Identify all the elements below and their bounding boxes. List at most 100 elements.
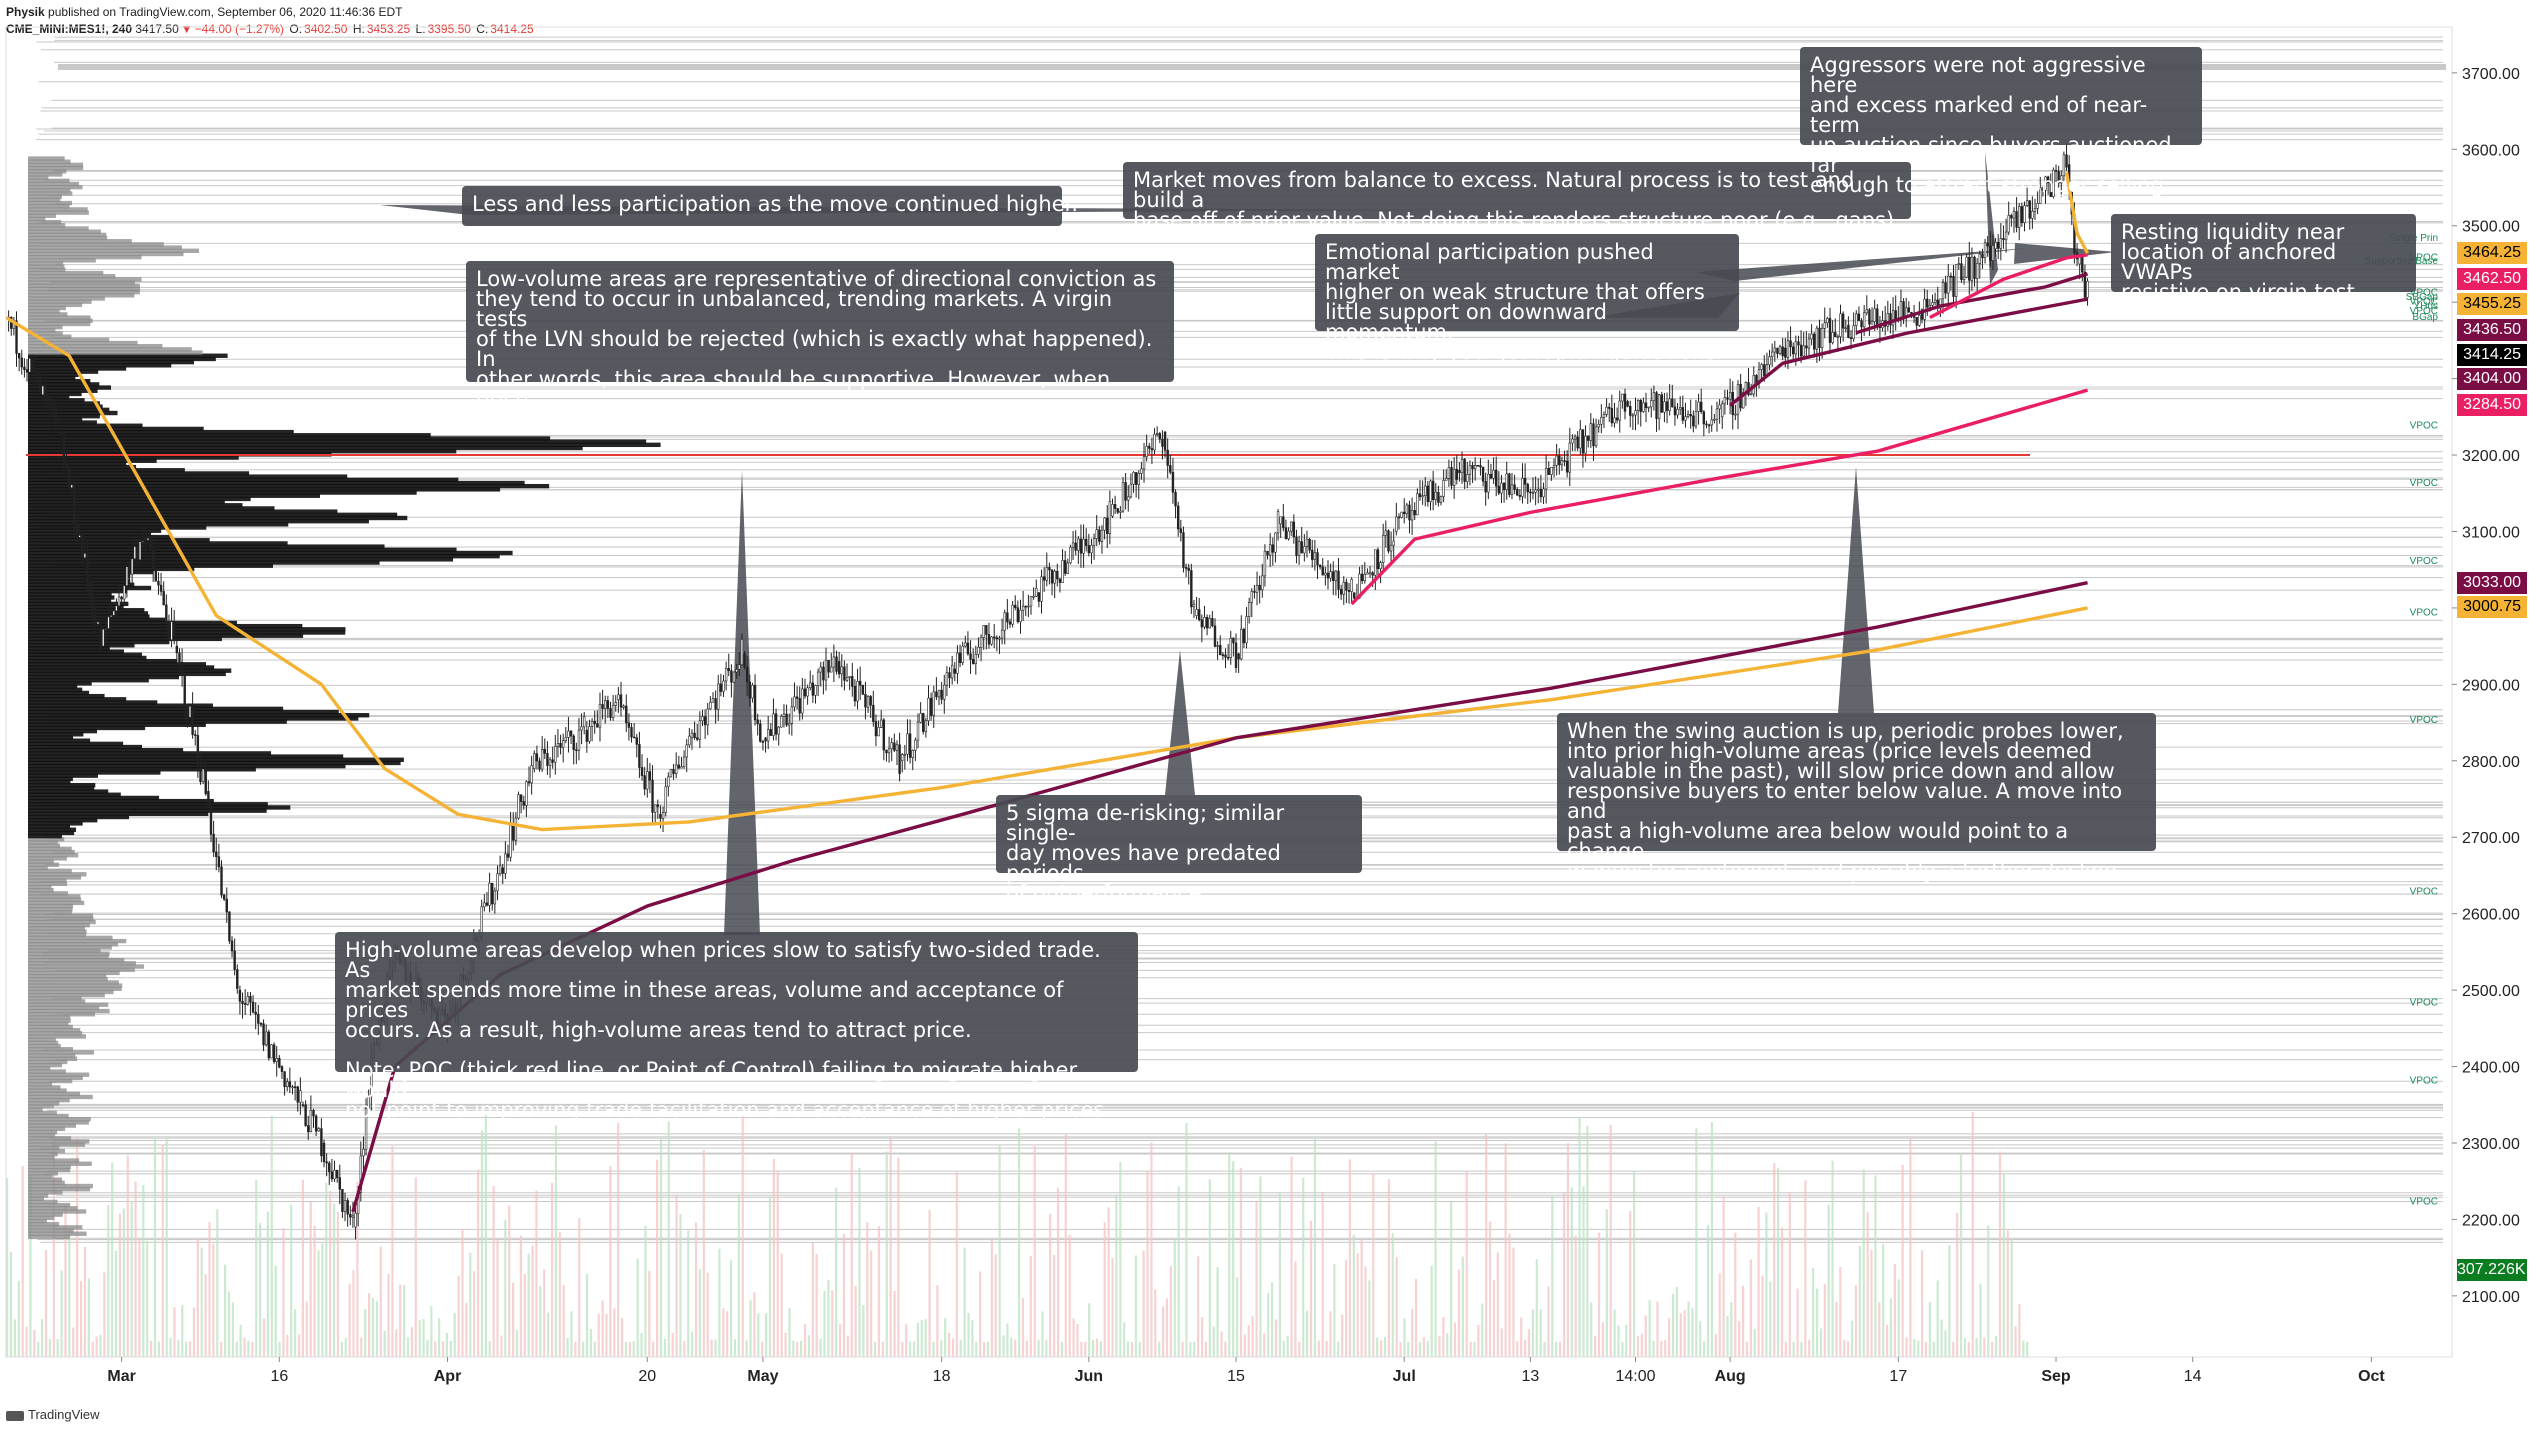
- volume-bar: [515, 1330, 519, 1357]
- candle-body: [1237, 653, 1240, 660]
- candle-body: [222, 894, 226, 900]
- volume-bar: [550, 1182, 554, 1357]
- candle-body: [322, 1142, 326, 1163]
- profile-bin: [28, 573, 131, 578]
- candle-body: [228, 911, 231, 942]
- profile-bin: [28, 1043, 61, 1049]
- candle-body: [78, 535, 81, 538]
- candle-body: [1650, 400, 1653, 408]
- candle-body: [1384, 530, 1388, 536]
- profile-bin: [28, 1107, 43, 1112]
- volume-bar: [694, 1222, 698, 1357]
- candle-body: [1063, 560, 1067, 574]
- volume-bar: [1387, 1179, 1390, 1357]
- candle-body: [1334, 570, 1338, 581]
- author-name[interactable]: Physik: [6, 5, 45, 19]
- profile-bin: [28, 795, 160, 801]
- volume-bar: [1882, 1244, 1885, 1357]
- volume-bar: [1726, 1315, 1729, 1357]
- price-badge: 3455.25: [2457, 293, 2527, 316]
- candle-body: [772, 713, 775, 736]
- candle-body: [1495, 469, 1498, 487]
- profile-bin: [28, 528, 162, 533]
- volume-bar: [453, 1312, 456, 1357]
- candle-body: [1392, 540, 1395, 546]
- volume-bar: [414, 1177, 417, 1357]
- profile-bin: [28, 1215, 55, 1221]
- volume-bar: [1582, 1186, 1585, 1357]
- candle-body: [267, 1031, 271, 1059]
- volume-bar: [1660, 1341, 1663, 1357]
- profile-bin: [28, 652, 142, 657]
- profile-bin: [28, 1139, 90, 1144]
- candle-body: [1445, 478, 1448, 481]
- volume-bar: [1224, 1341, 1227, 1357]
- candle-body: [1865, 309, 1868, 314]
- candle-body: [70, 484, 73, 489]
- profile-bin: [28, 464, 137, 470]
- candle-body: [1634, 410, 1637, 416]
- volume-bar: [803, 1323, 807, 1357]
- vpoc-label: VPOC: [2410, 420, 2438, 431]
- profile-bin: [28, 477, 459, 483]
- volume-bar: [1446, 1333, 1449, 1357]
- candle-body: [1547, 468, 1550, 475]
- candle-body: [196, 735, 200, 766]
- volume-bar: [1383, 1336, 1387, 1357]
- volume-bar: [1780, 1227, 1784, 1357]
- volume-bar: [1208, 1179, 1211, 1357]
- profile-bin: [28, 1085, 61, 1090]
- candle-body: [173, 621, 176, 637]
- tradingview-logo[interactable]: TradingView: [6, 1407, 100, 1422]
- candle-body: [115, 605, 118, 612]
- volume-bar: [449, 1340, 452, 1357]
- volume-bar: [1193, 1341, 1196, 1357]
- profile-bin: [28, 623, 303, 629]
- candle-body: [790, 706, 794, 724]
- candle-body: [1253, 591, 1256, 593]
- volume-bar: [901, 1341, 904, 1357]
- profile-bin: [28, 283, 140, 288]
- profile-bin: [28, 547, 457, 553]
- volume-bar: [683, 1340, 686, 1357]
- volume-bar: [854, 1286, 857, 1357]
- profile-bin: [28, 722, 206, 727]
- volume-bar: [1773, 1163, 1776, 1357]
- candle-body: [1820, 328, 1824, 348]
- volume-bar: [512, 1282, 515, 1357]
- volume-bar: [1668, 1318, 1671, 1357]
- profile-bin: [28, 1132, 56, 1138]
- candle-body: [1805, 345, 1808, 349]
- candle-body: [1240, 628, 1243, 660]
- volume-bar: [1850, 1320, 1854, 1357]
- candle-body: [483, 902, 486, 908]
- volume-bar: [1905, 1337, 1908, 1357]
- candle-body: [1978, 253, 1982, 264]
- candle-body: [1841, 313, 1845, 329]
- volume-bar: [905, 1323, 908, 1357]
- volume-bar: [1531, 1309, 1534, 1357]
- candle-body: [569, 730, 573, 737]
- profile-bin: [28, 582, 135, 588]
- volume-bar: [527, 1253, 530, 1357]
- candle-body: [882, 719, 886, 751]
- profile-bin: [28, 786, 95, 791]
- candle-body: [1158, 433, 1161, 440]
- candle-body: [1994, 242, 1997, 249]
- candle-body: [343, 1200, 347, 1212]
- candle-body: [646, 771, 649, 790]
- candle-body: [1902, 301, 1905, 317]
- candle-body: [1981, 253, 1984, 259]
- volume-bar: [1119, 1162, 1122, 1357]
- candle-body: [1468, 465, 1472, 475]
- candle-body: [517, 794, 520, 819]
- candle-body: [522, 801, 525, 806]
- candle-body: [188, 705, 192, 718]
- candle-body: [1939, 298, 1942, 309]
- candle-body: [325, 1161, 328, 1164]
- profile-bin: [28, 388, 98, 393]
- volume-bar: [146, 1240, 149, 1357]
- profile-bin: [28, 868, 72, 874]
- volume-bar: [1415, 1278, 1418, 1357]
